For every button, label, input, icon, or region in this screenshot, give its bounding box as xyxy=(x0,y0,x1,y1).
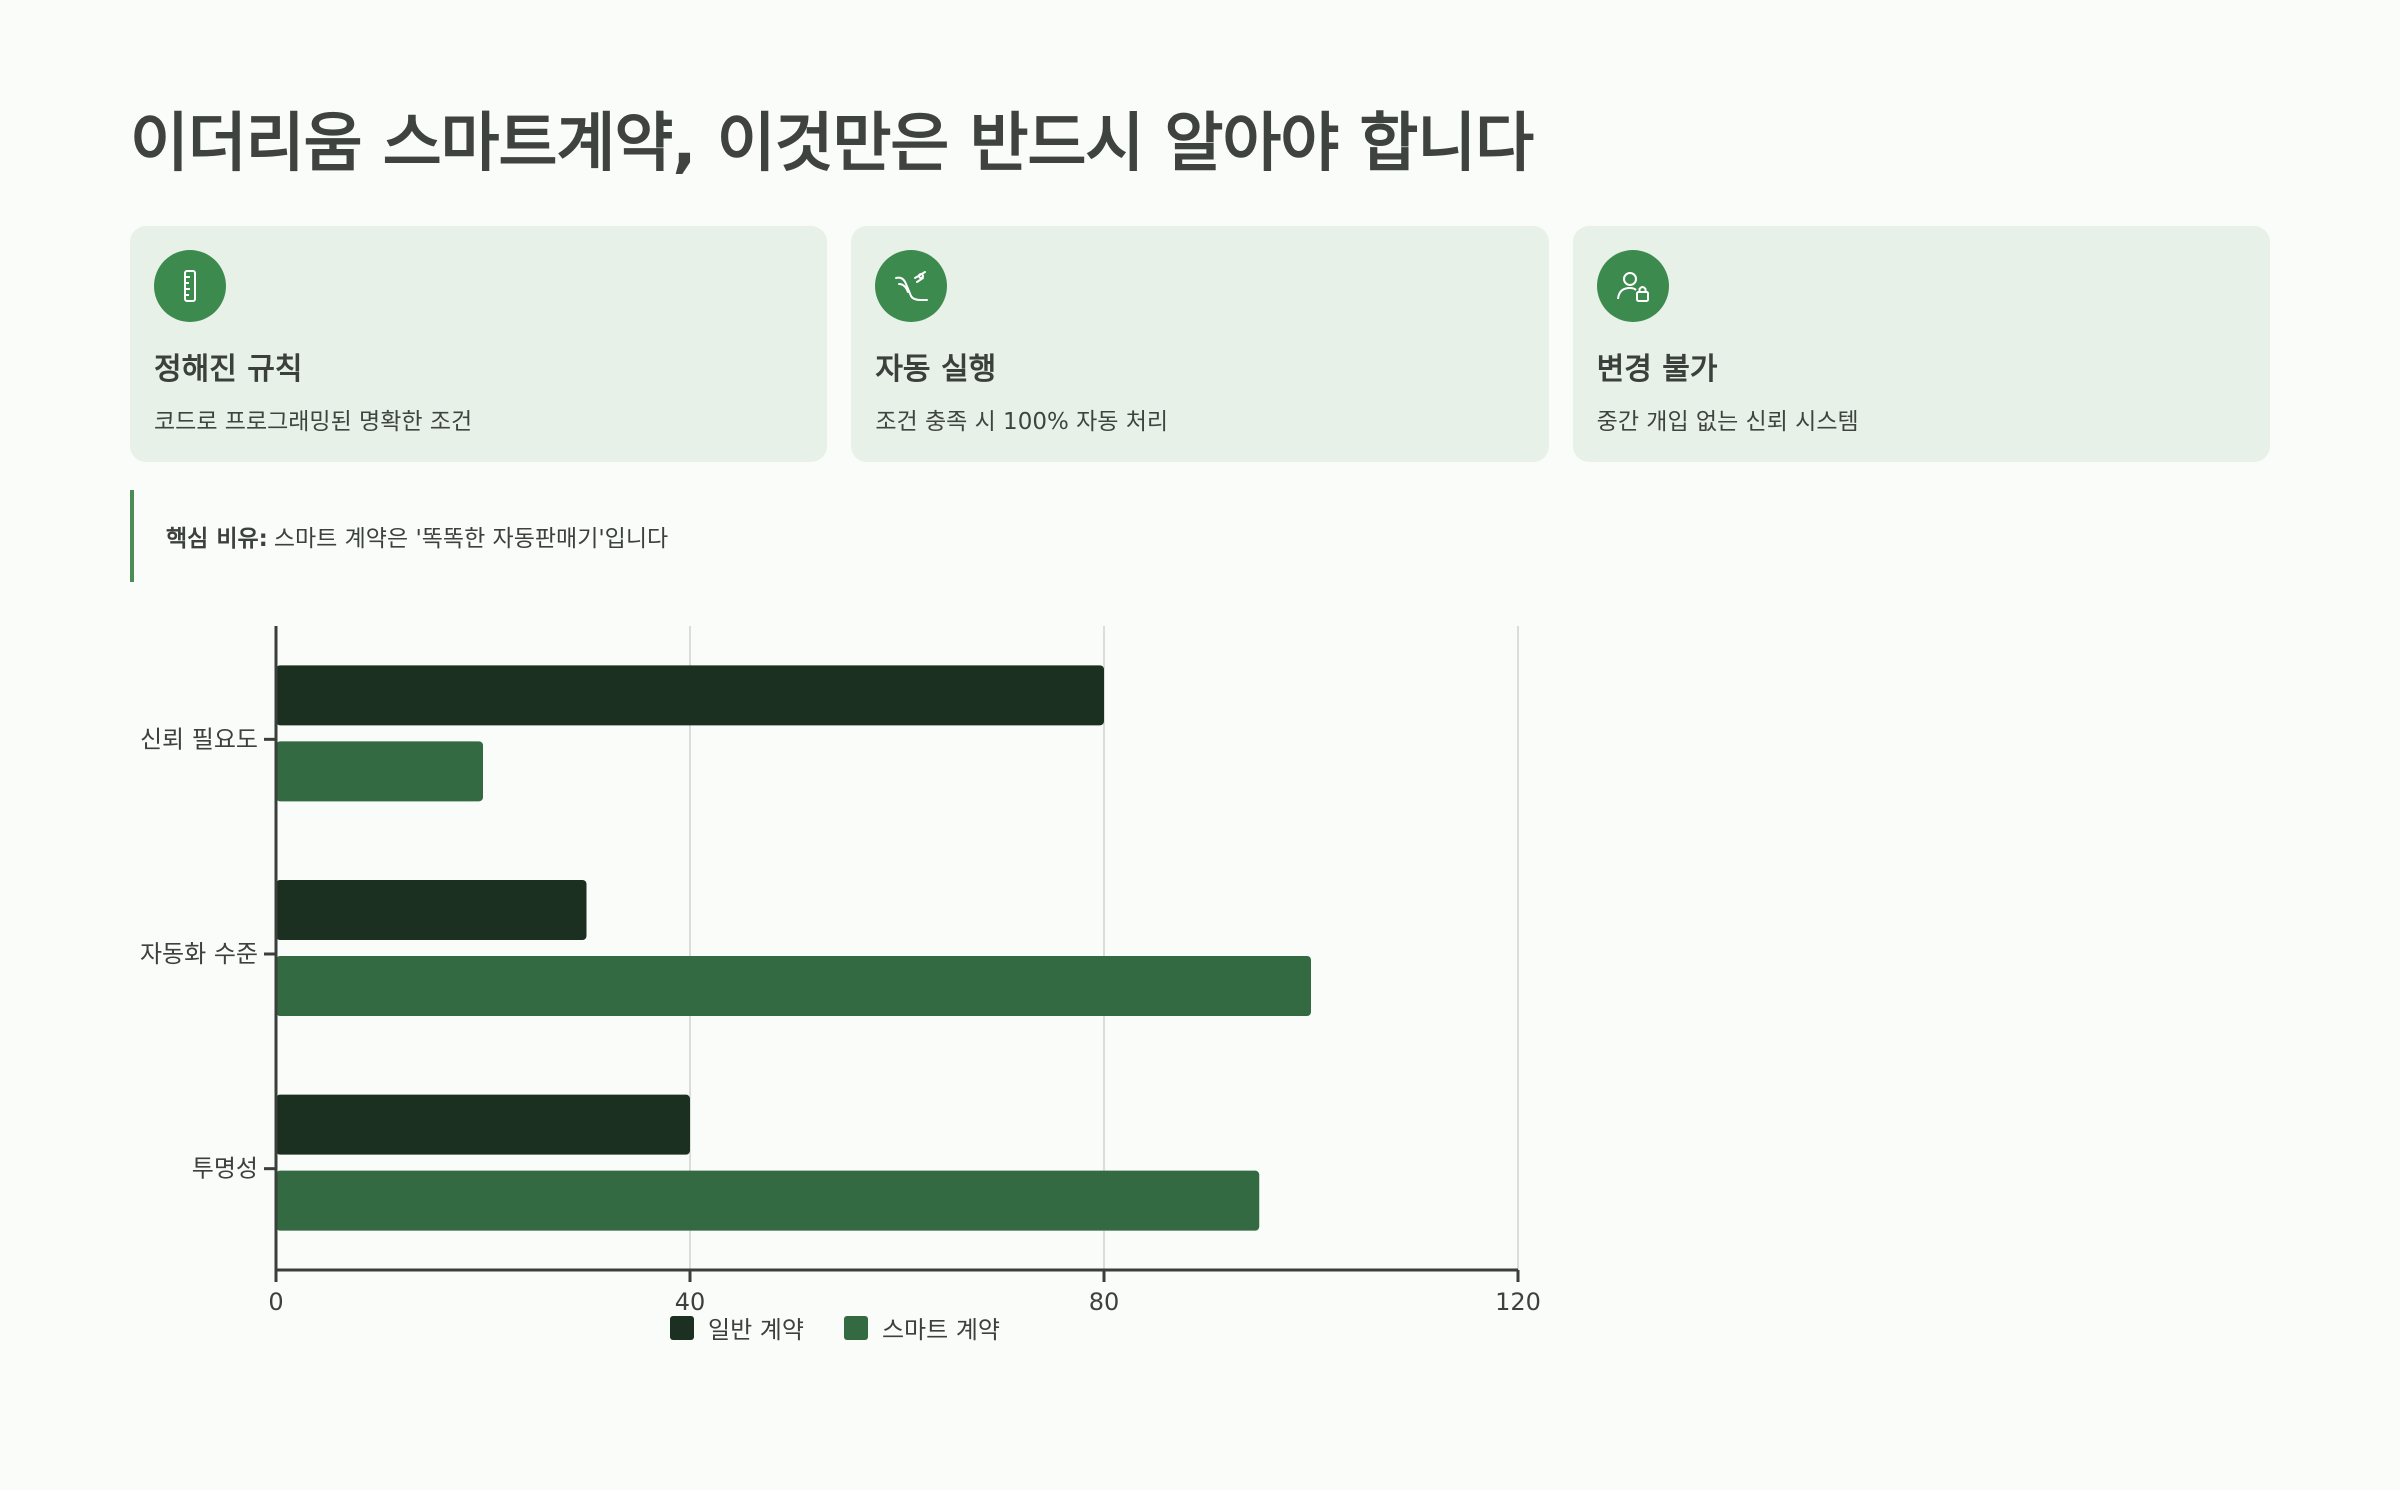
legend-item-regular: 일반 계약 xyxy=(670,1310,804,1345)
bar-smart xyxy=(276,1170,1260,1231)
legend-swatch-regular xyxy=(670,1315,694,1340)
feature-card-title: 정해진 규칙 xyxy=(154,352,303,387)
x-tick-label: 0 xyxy=(268,1288,283,1316)
y-tick-label: 투명성 xyxy=(192,1155,258,1183)
legend-swatch-smart xyxy=(843,1315,868,1340)
legend-label-smart: 스마트 계약 xyxy=(881,1316,1000,1344)
callout-text: 스마트 계약은 '똑똑한 자동판매기'입니다 xyxy=(273,526,669,552)
key-analogy-callout: 핵심 비유: 스마트 계약은 '똑똑한 자동판매기'입니다 xyxy=(130,490,668,582)
bar-regular xyxy=(276,665,1104,726)
x-tick-label: 120 xyxy=(1495,1288,1541,1316)
chart-legend: 일반 계약 스마트 계약 xyxy=(670,1310,1000,1345)
feature-card-desc: 중간 개입 없는 신뢰 시스템 xyxy=(1596,409,1859,435)
feature-card-title: 자동 실행 xyxy=(875,352,997,387)
y-tick-label: 자동화 수준 xyxy=(140,940,258,968)
x-tick-label: 40 xyxy=(675,1288,706,1316)
feature-card-auto: 자동 실행 조건 충족 시 100% 자동 처리 xyxy=(851,226,1549,462)
user-lock-icon xyxy=(1596,250,1669,322)
feature-card-desc: 조건 충족 시 100% 자동 처리 xyxy=(875,409,1169,435)
callout-label: 핵심 비유: xyxy=(166,526,268,552)
bar-smart xyxy=(276,956,1311,1016)
legend-item-smart: 스마트 계약 xyxy=(843,1310,1000,1345)
bar-smart xyxy=(276,741,483,802)
auto-execute-icon xyxy=(875,250,948,322)
feature-card-title: 변경 불가 xyxy=(1596,352,1718,387)
feature-card-desc: 코드로 프로그래밍된 명확한 조건 xyxy=(154,409,473,435)
y-tick-label: 신뢰 필요도 xyxy=(140,725,258,753)
feature-card-rules: 정해진 규칙 코드로 프로그래밍된 명확한 조건 xyxy=(130,226,828,462)
x-tick-label: 80 xyxy=(1089,1288,1120,1316)
feature-cards: 정해진 규칙 코드로 프로그래밍된 명확한 조건 자동 실행 조건 충족 시 1… xyxy=(130,226,2270,462)
ruler-icon xyxy=(154,250,226,322)
page-title: 이더리움 스마트계약, 이것만은 반드시 알아야 합니다 xyxy=(130,107,1534,181)
bar-regular xyxy=(276,880,587,940)
legend-label-regular: 일반 계약 xyxy=(708,1316,804,1344)
feature-card-immutable: 변경 불가 중간 개입 없는 신뢰 시스템 xyxy=(1572,226,2270,462)
bar-regular xyxy=(276,1094,690,1155)
